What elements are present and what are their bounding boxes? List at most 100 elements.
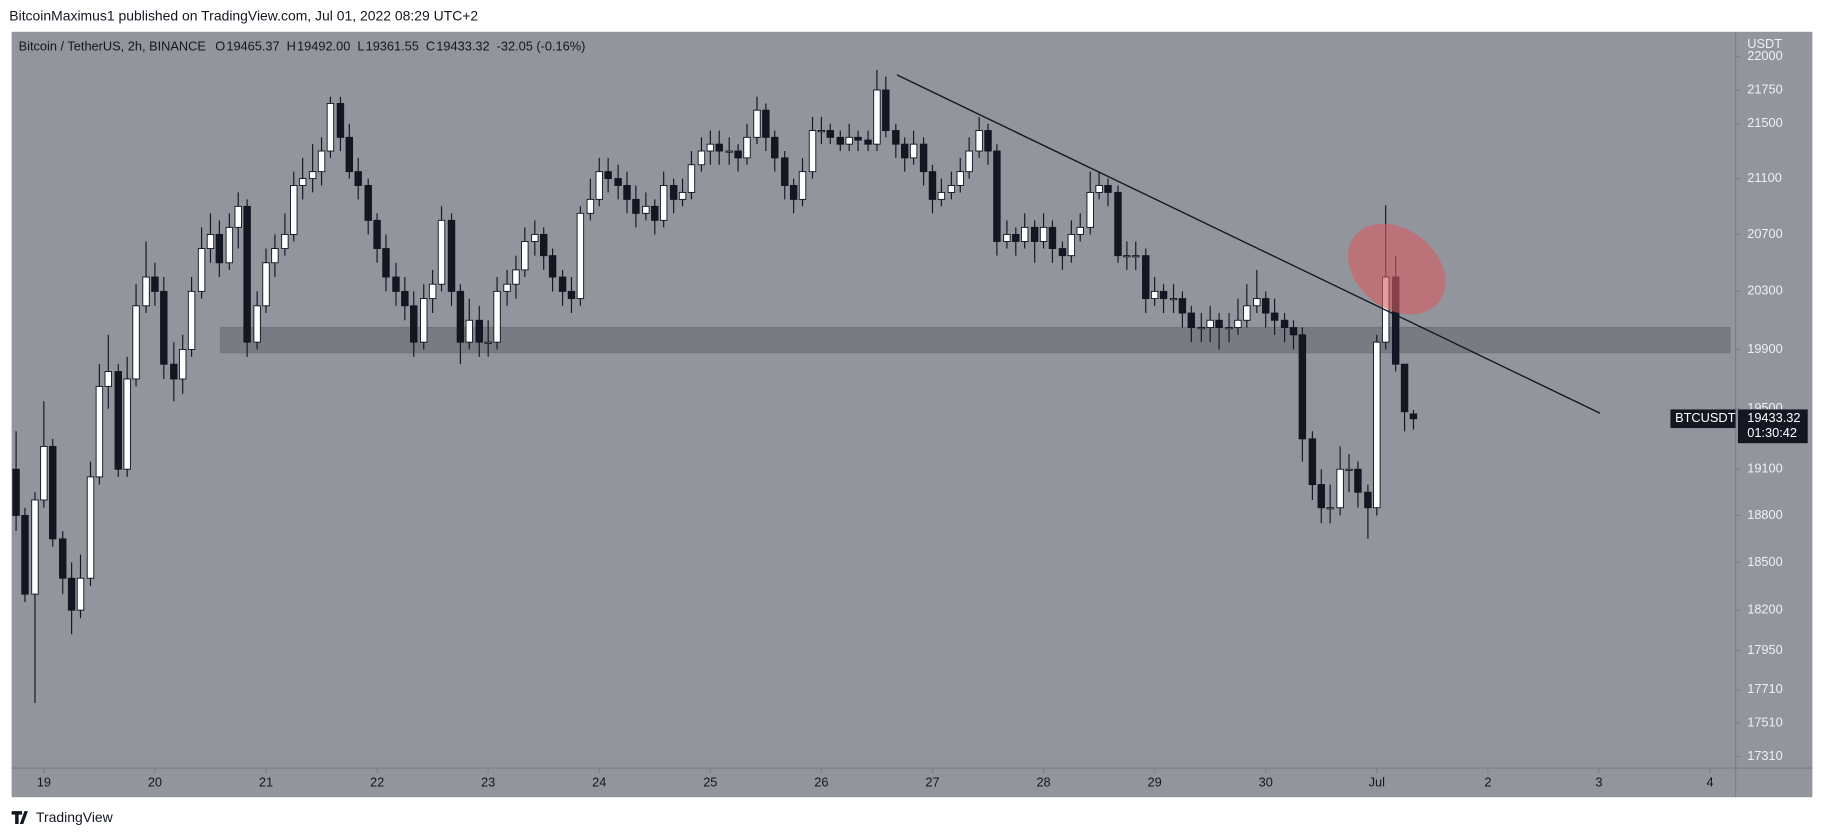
footer-logo xyxy=(11,811,28,824)
candle-body xyxy=(1336,468,1344,509)
y-tick-label: 21100 xyxy=(1747,170,1782,185)
candle-body xyxy=(1123,255,1131,258)
candle-body xyxy=(76,577,85,611)
candle-body xyxy=(1003,233,1011,242)
candle-body xyxy=(984,130,992,152)
candle-body xyxy=(234,205,242,228)
y-tick-label: 17710 xyxy=(1747,681,1783,696)
candle-body xyxy=(836,136,845,145)
candle-body xyxy=(187,290,196,350)
candle-body xyxy=(86,476,95,579)
x-tick-label: 22 xyxy=(370,775,384,790)
candle-body xyxy=(40,445,48,501)
candle-body xyxy=(956,171,964,186)
candle-body xyxy=(336,102,345,138)
candle-body xyxy=(1280,319,1289,329)
support-zone xyxy=(220,326,1731,354)
candle-body xyxy=(734,150,742,159)
candle-body xyxy=(1234,319,1242,329)
candle-body xyxy=(104,371,112,387)
candle-body xyxy=(59,538,67,579)
candle-body xyxy=(1262,298,1270,314)
candle-body xyxy=(965,150,973,173)
candle-body xyxy=(1270,312,1279,321)
candle-body xyxy=(1409,413,1418,420)
candle-body xyxy=(170,363,178,380)
candle-body xyxy=(290,185,298,235)
plot-area xyxy=(12,69,1731,704)
x-tick-label: 30 xyxy=(1259,775,1273,790)
candle-body xyxy=(1076,226,1084,235)
x-tick-label: 25 xyxy=(703,775,717,790)
candle-body xyxy=(789,185,798,200)
candle-body xyxy=(410,305,418,343)
y-tick-label: 17950 xyxy=(1747,642,1783,657)
price-label-box xyxy=(1737,409,1808,444)
candle-body xyxy=(225,226,234,264)
symbol-label-box xyxy=(1670,409,1736,429)
candle-body xyxy=(928,171,937,200)
symbol-label: BTCUSDT xyxy=(1675,410,1736,425)
candle-body xyxy=(281,233,289,250)
candle-body xyxy=(1326,507,1334,510)
candle-body xyxy=(512,269,520,285)
y-tick-label: 17310 xyxy=(1747,748,1783,763)
candle-body xyxy=(771,136,779,159)
candle-body xyxy=(669,185,678,200)
candle-body xyxy=(1058,248,1067,257)
candle-body xyxy=(873,89,881,145)
legend-value: 19361.55 xyxy=(366,38,419,53)
candle-body xyxy=(1150,290,1159,300)
candle-body xyxy=(1317,484,1325,509)
x-tick-label: 19 xyxy=(37,775,51,790)
candle-body xyxy=(67,577,76,611)
candle-body xyxy=(401,290,409,307)
y-tick-label: 21500 xyxy=(1747,115,1783,130)
candle-body xyxy=(271,248,279,264)
candle-body xyxy=(1187,312,1196,329)
candle-body xyxy=(317,150,326,173)
candle-body xyxy=(151,276,159,292)
candle-body xyxy=(1142,255,1150,300)
legend-value: 19433.32 xyxy=(436,38,489,53)
y-tick-label: 18500 xyxy=(1747,554,1783,569)
candle-body xyxy=(456,290,465,343)
candle-body xyxy=(1178,298,1187,314)
candle-body xyxy=(1364,491,1372,509)
candle-body xyxy=(484,341,492,344)
candle-body xyxy=(826,130,835,138)
y-tick-label: 17510 xyxy=(1747,714,1783,729)
y-tick-label: 20300 xyxy=(1747,283,1783,298)
candle-body xyxy=(548,255,557,278)
candle-body xyxy=(1039,226,1048,242)
candle-body xyxy=(909,143,918,159)
candle-body xyxy=(1020,226,1029,242)
candle-body xyxy=(1298,334,1307,440)
candle-body xyxy=(845,136,853,145)
candle-body xyxy=(12,468,20,516)
legend-value: 19465.37 xyxy=(226,38,279,53)
x-tick-label: 26 xyxy=(814,775,828,790)
x-tick-label: 3 xyxy=(1595,775,1602,790)
candle-body xyxy=(642,205,650,214)
x-tick-label: 24 xyxy=(592,775,606,790)
candle-body xyxy=(567,290,576,300)
y-tick-label: 21750 xyxy=(1747,81,1783,96)
candle-body xyxy=(604,171,612,180)
x-tick-label: 20 xyxy=(148,775,162,790)
x-tick-label: 2 xyxy=(1484,775,1491,790)
candle-body xyxy=(31,499,39,595)
candle-body xyxy=(123,378,131,470)
candle-body xyxy=(586,198,595,214)
candle-body xyxy=(706,143,715,152)
x-tick-label: 29 xyxy=(1148,775,1162,790)
chart-background xyxy=(11,31,1813,798)
chart-title: Bitcoin / TetherUS, 2h, BINANCE xyxy=(19,38,206,53)
legend-key: C xyxy=(426,38,435,53)
x-tick-label: 21 xyxy=(259,775,273,790)
candle-body xyxy=(1354,468,1362,493)
candle-body xyxy=(1169,298,1178,301)
candle-body xyxy=(1197,327,1206,330)
